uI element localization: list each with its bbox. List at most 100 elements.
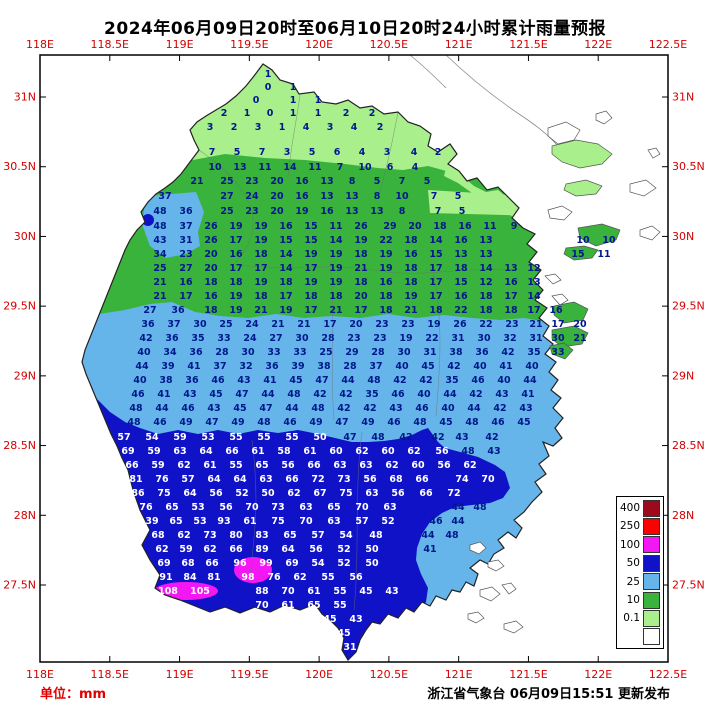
station-value: 26 [453, 319, 467, 330]
station-value: 40 [497, 375, 511, 386]
station-value: 32 [239, 361, 252, 372]
station-value: 21 [573, 333, 586, 344]
station-value: 16 [320, 206, 334, 217]
station-value: 42 [393, 375, 406, 386]
station-value: 7 [435, 206, 442, 217]
station-value: 1 [290, 82, 297, 93]
station-value: 65 [165, 502, 178, 513]
station-value: 19 [329, 263, 342, 274]
station-value: 16 [229, 249, 243, 260]
station-value: 31 [451, 333, 464, 344]
station-value: 62 [407, 446, 420, 457]
station-value: 56 [435, 446, 449, 457]
station-value: 16 [454, 235, 468, 246]
station-value: 10 [395, 191, 409, 202]
station-value: 27 [179, 263, 192, 274]
lon-tick-label: 120.5E [370, 38, 408, 51]
station-value: 7 [399, 176, 406, 187]
lat-tick-label: 29.5N [672, 300, 705, 313]
station-value: 19 [254, 221, 267, 232]
station-value: 42 [493, 403, 506, 414]
station-value: 43 [153, 235, 166, 246]
station-value: 22 [454, 305, 467, 316]
station-value: 15 [454, 277, 467, 288]
station-value: 53 [191, 502, 204, 513]
station-value: 65 [327, 502, 340, 513]
station-value: 4 [351, 122, 358, 133]
map-frame [39, 54, 669, 663]
station-value: 17 [229, 235, 242, 246]
station-value: 40 [137, 347, 151, 358]
station-value: 45 [323, 614, 336, 625]
station-value: 18 [404, 277, 418, 288]
station-value: 4 [412, 162, 419, 173]
station-value: 48 [153, 221, 167, 232]
station-value: 13 [479, 249, 492, 260]
station-value: 27 [143, 305, 156, 316]
station-value: 15 [571, 249, 584, 260]
station-value: 3 [207, 122, 214, 133]
station-value: 24 [243, 333, 257, 344]
region-peninsula-lightgreen-strip [428, 190, 545, 216]
lat-tick-label: 27.5N [672, 579, 705, 592]
station-value: 23 [245, 176, 258, 187]
lon-tick-label: 122E [584, 38, 612, 51]
station-value: 19 [404, 291, 417, 302]
station-value: 20 [408, 221, 422, 232]
station-value: 20 [204, 263, 218, 274]
legend-color-swatch [643, 628, 660, 646]
station-value: 25 [220, 206, 233, 217]
station-value: 18 [354, 249, 368, 260]
station-value: 28 [371, 347, 385, 358]
station-value: 50 [365, 558, 379, 569]
station-value: 19 [427, 319, 440, 330]
station-value: 70 [355, 502, 369, 513]
station-value: 36 [189, 347, 203, 358]
station-value: 45 [439, 417, 452, 428]
station-value: 62 [203, 544, 216, 555]
station-value: 66 [285, 474, 299, 485]
station-value: 39 [145, 516, 158, 527]
station-value: 19 [304, 249, 317, 260]
station-value: 37 [167, 319, 180, 330]
station-value: 18 [433, 221, 447, 232]
legend-value-label: 25 [626, 575, 640, 588]
station-value: 53 [201, 432, 214, 443]
region-west-lightblue-pocket [142, 192, 204, 258]
station-value: 16 [404, 249, 418, 260]
station-value: 21 [271, 319, 284, 330]
station-value: 88 [255, 586, 269, 597]
station-value: 62 [177, 530, 190, 541]
station-value: 44 [285, 403, 299, 414]
lon-tick-label: 122E [584, 668, 612, 681]
station-value: 41 [263, 375, 276, 386]
station-value: 13 [504, 263, 517, 274]
station-value: 44 [451, 502, 465, 513]
station-value: 46 [391, 389, 405, 400]
lon-tick-label: 119.5E [230, 38, 268, 51]
station-value: 91 [159, 572, 172, 583]
station-value: 43 [487, 446, 500, 457]
station-value: 40 [441, 403, 455, 414]
station-value: 56 [437, 460, 451, 471]
station-value: 39 [161, 361, 174, 372]
station-value: 18 [254, 249, 268, 260]
station-value: 9 [511, 221, 518, 232]
station-value: 14 [329, 235, 343, 246]
station-value: 4 [411, 147, 418, 158]
station-value: 61 [307, 586, 320, 597]
station-value: 14 [527, 291, 541, 302]
station-value: 49 [309, 417, 322, 428]
station-value: 44 [443, 389, 457, 400]
station-value: 18 [354, 277, 368, 288]
station-value: 70 [255, 600, 269, 611]
station-value: 46 [415, 403, 429, 414]
station-value: 52 [235, 488, 248, 499]
station-value: 19 [254, 277, 267, 288]
lat-tick-label: 29N [672, 369, 694, 382]
station-value: 16 [379, 277, 393, 288]
lon-tick-label: 119.5E [230, 668, 268, 681]
station-value: 55 [229, 432, 242, 443]
station-value: 20 [354, 291, 368, 302]
lon-tick-label: 118.5E [91, 668, 129, 681]
